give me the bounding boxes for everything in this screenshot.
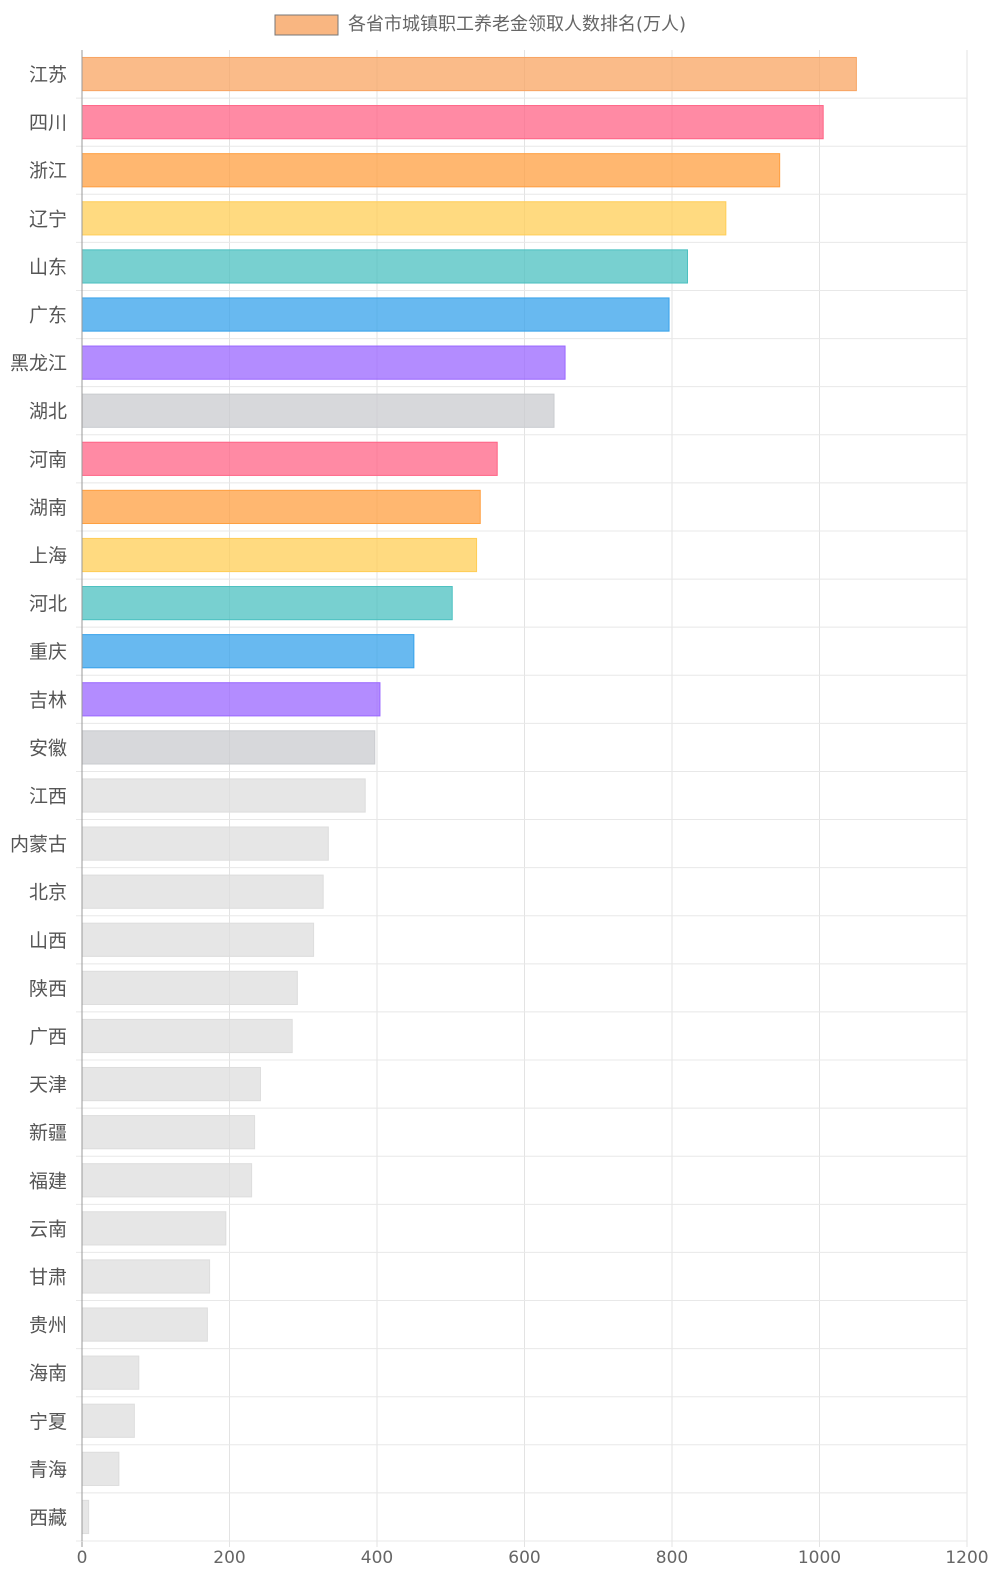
bar (81, 1115, 256, 1150)
bar (81, 153, 781, 188)
y-tick-label: 福建 (29, 1170, 67, 1192)
y-tick-label: 内蒙古 (10, 834, 67, 856)
x-tick-label: 800 (656, 1548, 688, 1568)
y-tick-label: 西藏 (29, 1507, 67, 1529)
y-tick-label: 四川 (29, 112, 67, 134)
gridlines (76, 50, 968, 1547)
y-tick-label: 江西 (29, 786, 67, 808)
bar (81, 730, 376, 765)
y-tick-label: 陕西 (29, 978, 67, 1000)
bar (81, 1307, 208, 1342)
legend[interactable]: 各省市城镇职工养老金领取人数排名(万人) (274, 14, 686, 36)
bar (81, 1066, 261, 1102)
bar (81, 634, 415, 669)
y-tick-label: 青海 (29, 1459, 67, 1481)
x-tick-label: 600 (508, 1548, 540, 1568)
legend-label: 各省市城镇职工养老金领取人数排名(万人) (348, 14, 686, 35)
bar (81, 1211, 227, 1246)
y-tick-label: 上海 (29, 545, 67, 567)
legend-swatch[interactable] (274, 14, 339, 36)
bar (81, 1259, 211, 1294)
x-tick-label: 1000 (798, 1548, 841, 1568)
x-tick-label: 1200 (945, 1548, 988, 1568)
y-tick-label: 海南 (29, 1363, 67, 1385)
bar (81, 922, 315, 957)
bar (81, 249, 688, 284)
y-tick-label: 贵州 (29, 1315, 67, 1337)
bar (81, 1451, 120, 1486)
y-tick-label: 江苏 (29, 64, 67, 86)
y-tick-label: 河南 (29, 449, 67, 471)
axes: 0 200 400 600 800 1000 1200 江苏四川浙江辽宁山东广东黑龙江湖北河南… (10, 50, 989, 1568)
y-tick-label: 新疆 (29, 1122, 67, 1144)
y-tick-label: 山西 (29, 930, 67, 952)
x-tick-label: 400 (361, 1548, 393, 1568)
bar (81, 682, 381, 717)
y-tick-label: 黑龙江 (10, 353, 67, 375)
bar (81, 970, 298, 1005)
y-tick-label: 安徽 (29, 737, 67, 759)
bar (81, 1355, 140, 1390)
y-tick-label: 河北 (29, 593, 67, 615)
bar (81, 1163, 253, 1198)
bar (81, 586, 453, 621)
bar (81, 201, 727, 236)
bar (81, 56, 857, 92)
bar (81, 826, 329, 861)
x-tick-label: 200 (213, 1548, 245, 1568)
y-tick-label: 辽宁 (29, 208, 67, 230)
bars (81, 56, 857, 1535)
bar (81, 345, 566, 380)
y-tick-label: 天津 (29, 1074, 67, 1096)
bar (81, 1018, 293, 1054)
y-tick-label: 浙江 (29, 160, 67, 182)
y-tick-label: 宁夏 (29, 1411, 67, 1433)
y-tick-label: 湖北 (29, 401, 67, 423)
bar (81, 297, 670, 332)
bar (81, 874, 324, 909)
bar (81, 1499, 90, 1535)
y-tick-label: 广东 (29, 305, 67, 327)
y-tick-label: 甘肃 (29, 1266, 67, 1288)
bar (81, 778, 366, 813)
bar (81, 441, 498, 476)
y-tick-label: 吉林 (29, 689, 67, 711)
bar (81, 1403, 135, 1438)
y-tick-label: 北京 (29, 882, 67, 904)
y-tick-label: 云南 (29, 1218, 67, 1240)
x-tick-label: 0 (77, 1548, 88, 1568)
y-tick-label: 重庆 (29, 641, 67, 663)
bar (81, 105, 824, 140)
y-tick-label: 广西 (29, 1026, 67, 1048)
bar (81, 393, 555, 428)
bar (81, 537, 478, 573)
y-tick-label: 湖南 (29, 497, 67, 519)
bar (81, 489, 481, 525)
y-tick-label: 山东 (29, 256, 67, 278)
